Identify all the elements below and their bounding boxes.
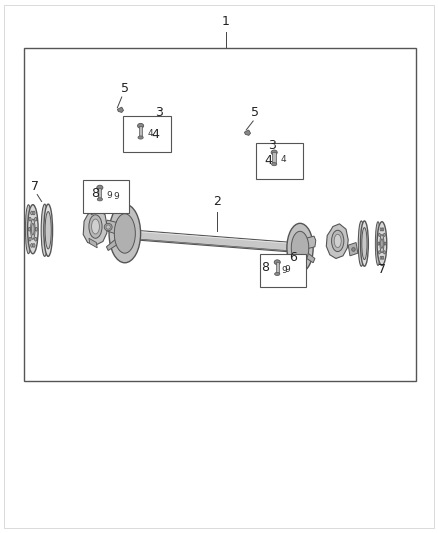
Ellipse shape xyxy=(287,223,313,272)
Text: 9: 9 xyxy=(106,191,113,199)
Ellipse shape xyxy=(334,235,341,248)
Ellipse shape xyxy=(275,272,280,276)
Ellipse shape xyxy=(272,163,277,166)
Bar xyxy=(83,180,129,213)
Text: 4: 4 xyxy=(148,129,153,138)
Ellipse shape xyxy=(380,228,382,231)
Polygon shape xyxy=(304,252,315,263)
Ellipse shape xyxy=(380,235,384,253)
Ellipse shape xyxy=(109,204,141,263)
Ellipse shape xyxy=(31,219,35,239)
Bar xyxy=(123,116,171,152)
Ellipse shape xyxy=(377,222,387,265)
Ellipse shape xyxy=(44,204,53,256)
Bar xyxy=(259,254,305,287)
Polygon shape xyxy=(91,206,100,215)
Ellipse shape xyxy=(35,217,37,221)
Polygon shape xyxy=(302,236,316,250)
Ellipse shape xyxy=(104,223,112,231)
Ellipse shape xyxy=(380,256,382,260)
Bar xyxy=(24,48,416,381)
Text: 3: 3 xyxy=(268,140,276,152)
Ellipse shape xyxy=(31,244,33,247)
Text: 4: 4 xyxy=(152,128,159,141)
Text: 9: 9 xyxy=(281,266,287,275)
Text: 9: 9 xyxy=(113,192,119,200)
Ellipse shape xyxy=(35,227,37,231)
Ellipse shape xyxy=(378,242,380,245)
Ellipse shape xyxy=(92,219,99,234)
Ellipse shape xyxy=(291,231,309,264)
Polygon shape xyxy=(244,130,251,135)
Text: 7: 7 xyxy=(378,263,386,276)
Ellipse shape xyxy=(362,228,367,260)
Ellipse shape xyxy=(33,244,35,247)
Ellipse shape xyxy=(29,237,31,241)
Text: 9: 9 xyxy=(284,265,290,274)
Ellipse shape xyxy=(382,256,384,260)
Ellipse shape xyxy=(97,198,102,201)
Text: 4: 4 xyxy=(281,156,286,164)
Bar xyxy=(276,262,279,273)
Text: 7: 7 xyxy=(31,180,39,193)
Ellipse shape xyxy=(33,211,35,215)
Polygon shape xyxy=(128,230,300,253)
Ellipse shape xyxy=(25,205,32,254)
Ellipse shape xyxy=(138,136,143,139)
Text: 8: 8 xyxy=(261,261,269,274)
Text: 3: 3 xyxy=(155,107,163,119)
Ellipse shape xyxy=(384,242,386,245)
Ellipse shape xyxy=(382,228,384,231)
Polygon shape xyxy=(117,107,124,112)
Polygon shape xyxy=(106,239,120,251)
Ellipse shape xyxy=(375,222,381,265)
Bar xyxy=(98,188,101,198)
Ellipse shape xyxy=(360,221,368,266)
Ellipse shape xyxy=(378,233,380,237)
Polygon shape xyxy=(83,209,107,245)
Ellipse shape xyxy=(114,214,135,253)
Text: 5: 5 xyxy=(121,82,129,95)
Ellipse shape xyxy=(378,251,380,254)
Text: 5: 5 xyxy=(251,107,259,119)
Polygon shape xyxy=(348,243,358,256)
Ellipse shape xyxy=(28,227,31,231)
Polygon shape xyxy=(326,224,348,259)
Text: 8: 8 xyxy=(92,187,99,199)
Ellipse shape xyxy=(31,211,33,215)
Ellipse shape xyxy=(384,251,385,254)
Ellipse shape xyxy=(384,233,385,237)
Ellipse shape xyxy=(274,260,280,265)
Ellipse shape xyxy=(138,124,144,128)
Ellipse shape xyxy=(41,204,48,256)
Bar xyxy=(139,126,142,136)
Ellipse shape xyxy=(106,225,110,229)
Ellipse shape xyxy=(89,215,102,238)
Text: 4: 4 xyxy=(264,155,272,167)
Ellipse shape xyxy=(332,230,344,252)
Ellipse shape xyxy=(45,212,51,249)
Text: 6: 6 xyxy=(289,251,297,263)
Ellipse shape xyxy=(29,217,31,221)
Ellipse shape xyxy=(28,205,38,254)
Polygon shape xyxy=(89,238,97,248)
Text: 2: 2 xyxy=(213,195,221,208)
Bar xyxy=(272,152,276,163)
Ellipse shape xyxy=(97,185,103,190)
Ellipse shape xyxy=(271,150,277,155)
Polygon shape xyxy=(105,220,123,236)
Ellipse shape xyxy=(381,239,383,248)
Bar xyxy=(256,143,303,179)
Text: 1: 1 xyxy=(222,15,230,28)
Ellipse shape xyxy=(35,237,37,241)
Ellipse shape xyxy=(32,223,34,235)
Ellipse shape xyxy=(352,247,355,251)
Ellipse shape xyxy=(358,221,364,266)
